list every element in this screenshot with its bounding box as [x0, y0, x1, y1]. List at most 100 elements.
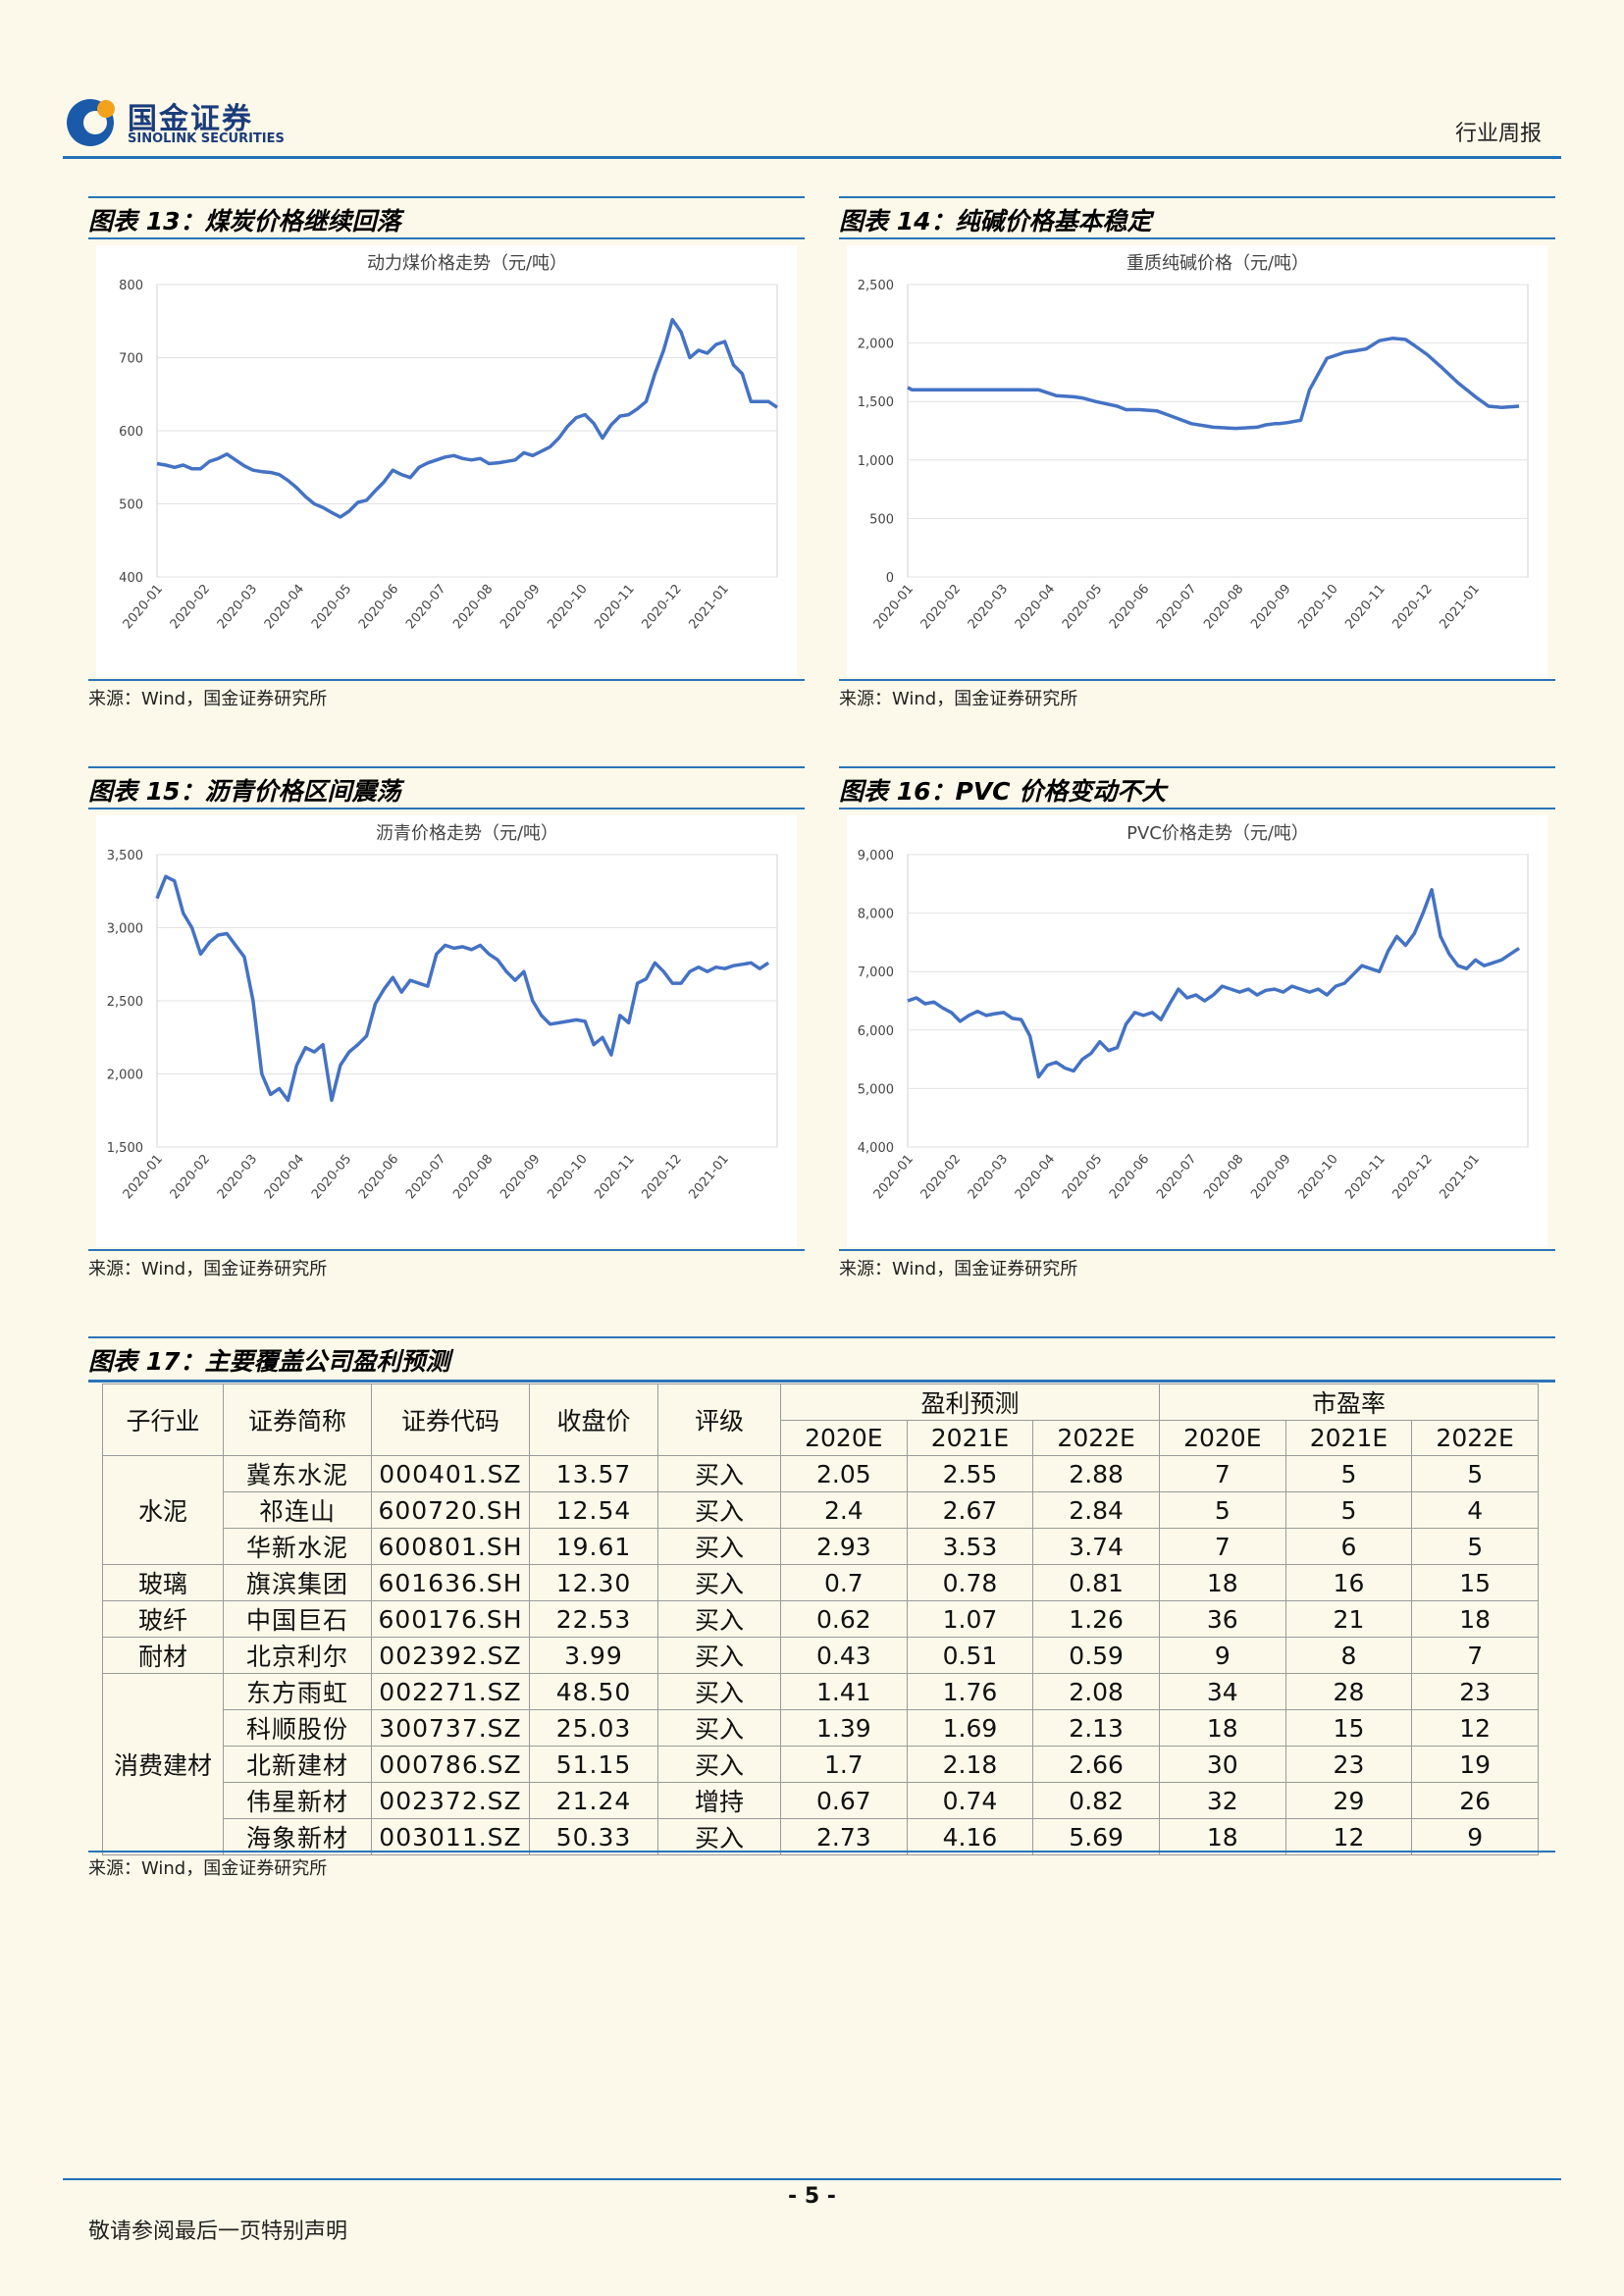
col-header-pe-2021: 2021E [1284, 1420, 1413, 1456]
panel-top-rule [839, 196, 1555, 198]
panel-top-rule [88, 1336, 1555, 1338]
x-tick-label: 2020-05 [309, 582, 354, 632]
y-tick-label: 400 [119, 571, 143, 586]
table-cell: 2.18 [906, 1746, 1034, 1783]
chart-panel-pvc: 图表 16：PVC 价格变动不大 PVC价格走势（元/吨） 9,000 8,000 7… [839, 766, 1555, 1286]
table-header-row: 子行业 证券简称 证券代码 收盘价 评级 盈利预测 市盈率 [102, 1383, 1540, 1456]
table-cell: 华新水泥 [223, 1528, 372, 1565]
table-cell: 15 [1284, 1709, 1413, 1747]
y-tick-label: 2,500 [858, 279, 894, 293]
y-tick-label: 4,000 [858, 1141, 894, 1156]
x-tick-label: 2020-10 [545, 1152, 590, 1202]
table-cell: 003011.SZ [371, 1818, 530, 1855]
chart-label: 图表 15：沥青价格区间震荡 [88, 777, 401, 806]
col-header-rating: 评级 [657, 1383, 781, 1456]
x-tick-label: 2020-09 [498, 1152, 543, 1202]
table-cell: 9 [1158, 1637, 1286, 1674]
x-tick-label: 2020-03 [966, 1152, 1011, 1202]
table-cell: 23 [1411, 1673, 1539, 1710]
table-cell: 2.93 [780, 1528, 908, 1565]
table-cell: 23 [1284, 1746, 1413, 1783]
x-tick-label: 2020-07 [1154, 582, 1199, 632]
x-tick-label: 2020-11 [1342, 582, 1388, 632]
x-tick-label: 2020-11 [592, 582, 637, 632]
col-group-eps: 盈利预测 [780, 1383, 1160, 1421]
table-cell: 1.39 [780, 1709, 908, 1747]
table-cell: 2.13 [1032, 1709, 1160, 1747]
table-row: 耐材 北京利尔 002392.SZ 3.99 买入 0.43 0.51 0.59 9 8 7 [102, 1637, 1539, 1674]
panel-title-rule [839, 808, 1555, 809]
table-cell: 买入 [657, 1455, 781, 1492]
panel-bottom-rule [839, 679, 1555, 681]
table-cell: 1.26 [1032, 1600, 1160, 1638]
series-line [907, 337, 1520, 431]
table-cell: 51.15 [529, 1746, 658, 1783]
soda-ash-price-chart: 重质纯碱价格（元/吨）2,5002,0001,5001,00050002020-… [858, 253, 1529, 632]
x-tick-label: 2020-10 [1295, 1152, 1340, 1202]
table-cell: 买入 [657, 1818, 781, 1855]
report-type: 行业周报 [1454, 122, 1542, 146]
panel-title-rule [88, 237, 805, 239]
table-cell: 5 [1158, 1491, 1286, 1529]
table-row: 华新水泥 600801.SH 19.61 买入 2.93 3.53 3.74 7 6 5 [103, 1528, 1539, 1565]
footer-divider [63, 2178, 1561, 2180]
x-tick-label: 2020-08 [1201, 582, 1246, 632]
table-cell: 000786.SZ [371, 1746, 530, 1783]
table-row: 伟星新材 002372.SZ 21.24 增持 0.67 0.74 0.82 32 29 26 [103, 1782, 1539, 1819]
table-cell: 1.69 [906, 1709, 1034, 1747]
table-cell: 18 [1411, 1600, 1539, 1638]
chart-area: 动力煤价格走势（元/吨） 800 700 600 500 400 2020-01 2020-0… [96, 245, 797, 677]
sub-industry-cell: 耐材 [102, 1637, 224, 1674]
x-tick-label: 2020-06 [356, 582, 401, 632]
table-row: 科顺股份 300737.SZ 25.03 买入 1.39 1.69 2.13 18 15 12 [103, 1709, 1539, 1747]
table-cell: 3.53 [906, 1528, 1034, 1565]
y-tick-label: 8,000 [858, 908, 894, 922]
table-cell: 34 [1158, 1673, 1286, 1710]
table-row: 北新建材 000786.SZ 51.15 买入 1.7 2.18 2.66 30 23 19 [103, 1746, 1539, 1783]
table-cell: 15 [1411, 1564, 1539, 1601]
y-tick-label: 6,000 [858, 1024, 894, 1039]
chart-title: 重质纯碱价格（元/吨） [1126, 253, 1309, 274]
series-line [907, 888, 1521, 1079]
x-tick-label: 2020-10 [545, 582, 590, 632]
x-tick-label: 2020-12 [1389, 1152, 1435, 1202]
panel-title-rule [88, 1380, 1555, 1383]
table-cell: 000401.SZ [371, 1455, 530, 1492]
chart-panel-asphalt: 图表 15：沥青价格区间震荡 沥青价格走势（元/吨） 3,500 3,000 2,50… [88, 766, 805, 1286]
x-tick-label: 2020-02 [168, 1152, 213, 1202]
sub-industry-cell: 玻璃 [102, 1564, 224, 1601]
table-cell: 买入 [657, 1600, 781, 1638]
table-cell: 东方雨虹 [223, 1673, 372, 1710]
table-row: 祁连山 600720.SH 12.54 买入 2.4 2.67 2.84 5 5 4 [103, 1491, 1539, 1529]
col-header-eps-2022: 2022E [1032, 1420, 1160, 1456]
header-divider [63, 156, 1561, 159]
table-cell: 1.41 [780, 1673, 908, 1710]
table-cell: 5 [1284, 1455, 1413, 1492]
chart-title: PVC价格走势（元/吨） [1126, 823, 1309, 844]
table-cell: 买入 [657, 1564, 781, 1601]
table-cell: 12.54 [529, 1491, 658, 1529]
table-cell: 3.99 [529, 1637, 658, 1674]
panel-top-rule [88, 766, 805, 768]
table-cell: 5.69 [1032, 1818, 1160, 1855]
panel-title-rule [839, 237, 1555, 239]
x-tick-label: 2020-05 [1060, 1152, 1105, 1202]
table-cell: 2.88 [1032, 1455, 1160, 1492]
panel-bottom-rule [88, 679, 805, 681]
asphalt-price-chart: 沥青价格走势（元/吨）3,5003,0002,5002,0001,5002020… [107, 823, 778, 1202]
panel-title-rule [88, 808, 805, 809]
table-cell: 旗滨集团 [223, 1564, 372, 1601]
table-cell: 5 [1411, 1455, 1539, 1492]
table-cell: 6 [1284, 1528, 1413, 1565]
table-cell: 0.51 [906, 1637, 1034, 1674]
col-group-pe: 市盈率 [1158, 1383, 1540, 1421]
earnings-forecast-table: 子行业 证券简称 证券代码 收盘价 评级 盈利预测 市盈率 2020E 2021… [102, 1383, 1540, 1855]
col-header-name: 证券简称 [223, 1383, 372, 1456]
x-tick-label: 2020-06 [356, 1152, 401, 1202]
y-tick-label: 3,000 [107, 922, 143, 937]
y-tick-label: 5,000 [858, 1082, 894, 1097]
table-cell: 12.30 [529, 1564, 658, 1601]
y-tick-label: 2,000 [107, 1069, 143, 1083]
table-cell: 0.7 [780, 1564, 908, 1601]
x-tick-label: 2020-05 [309, 1152, 354, 1202]
